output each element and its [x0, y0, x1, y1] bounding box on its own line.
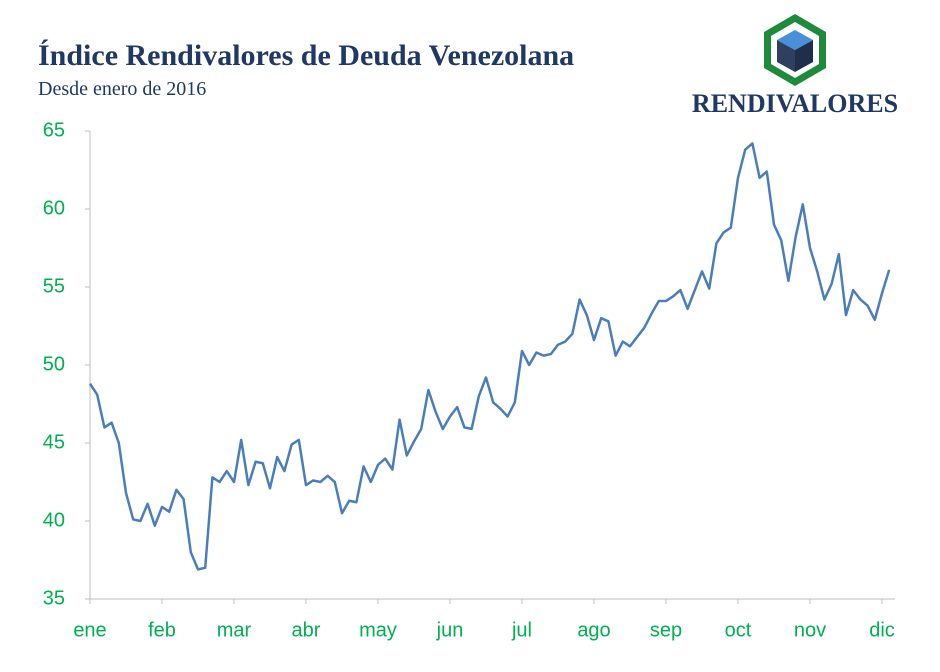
x-tick-label: dic	[869, 619, 895, 641]
y-tick-label: 65	[43, 119, 65, 141]
x-tick-label: mar	[217, 619, 252, 641]
logo	[764, 14, 826, 86]
x-tick-label: sep	[650, 619, 682, 641]
x-tick-label: oct	[725, 619, 752, 641]
y-tick-label: 40	[43, 509, 65, 531]
x-tick-label: ene	[73, 619, 106, 641]
x-tick-label: jun	[436, 619, 464, 641]
y-tick-label: 50	[43, 353, 65, 375]
x-tick-label: ago	[577, 619, 610, 641]
line-series	[88, 142, 891, 571]
y-tick-label: 45	[43, 431, 65, 453]
x-tick-label: nov	[794, 619, 826, 641]
x-tick-label: jul	[511, 619, 532, 641]
x-tick-label: abr	[292, 619, 321, 641]
y-tick-label: 35	[43, 587, 65, 609]
y-tick-label: 55	[43, 275, 65, 297]
chart-title: Índice Rendivalores de Deuda Venezolana	[38, 39, 574, 72]
brand-name: RENDIVALORES	[692, 89, 898, 118]
chart-subtitle: Desde enero de 2016	[38, 78, 206, 100]
x-tick-label: feb	[148, 619, 176, 641]
x-tick-label: may	[359, 619, 397, 641]
y-tick-label: 60	[43, 197, 65, 219]
